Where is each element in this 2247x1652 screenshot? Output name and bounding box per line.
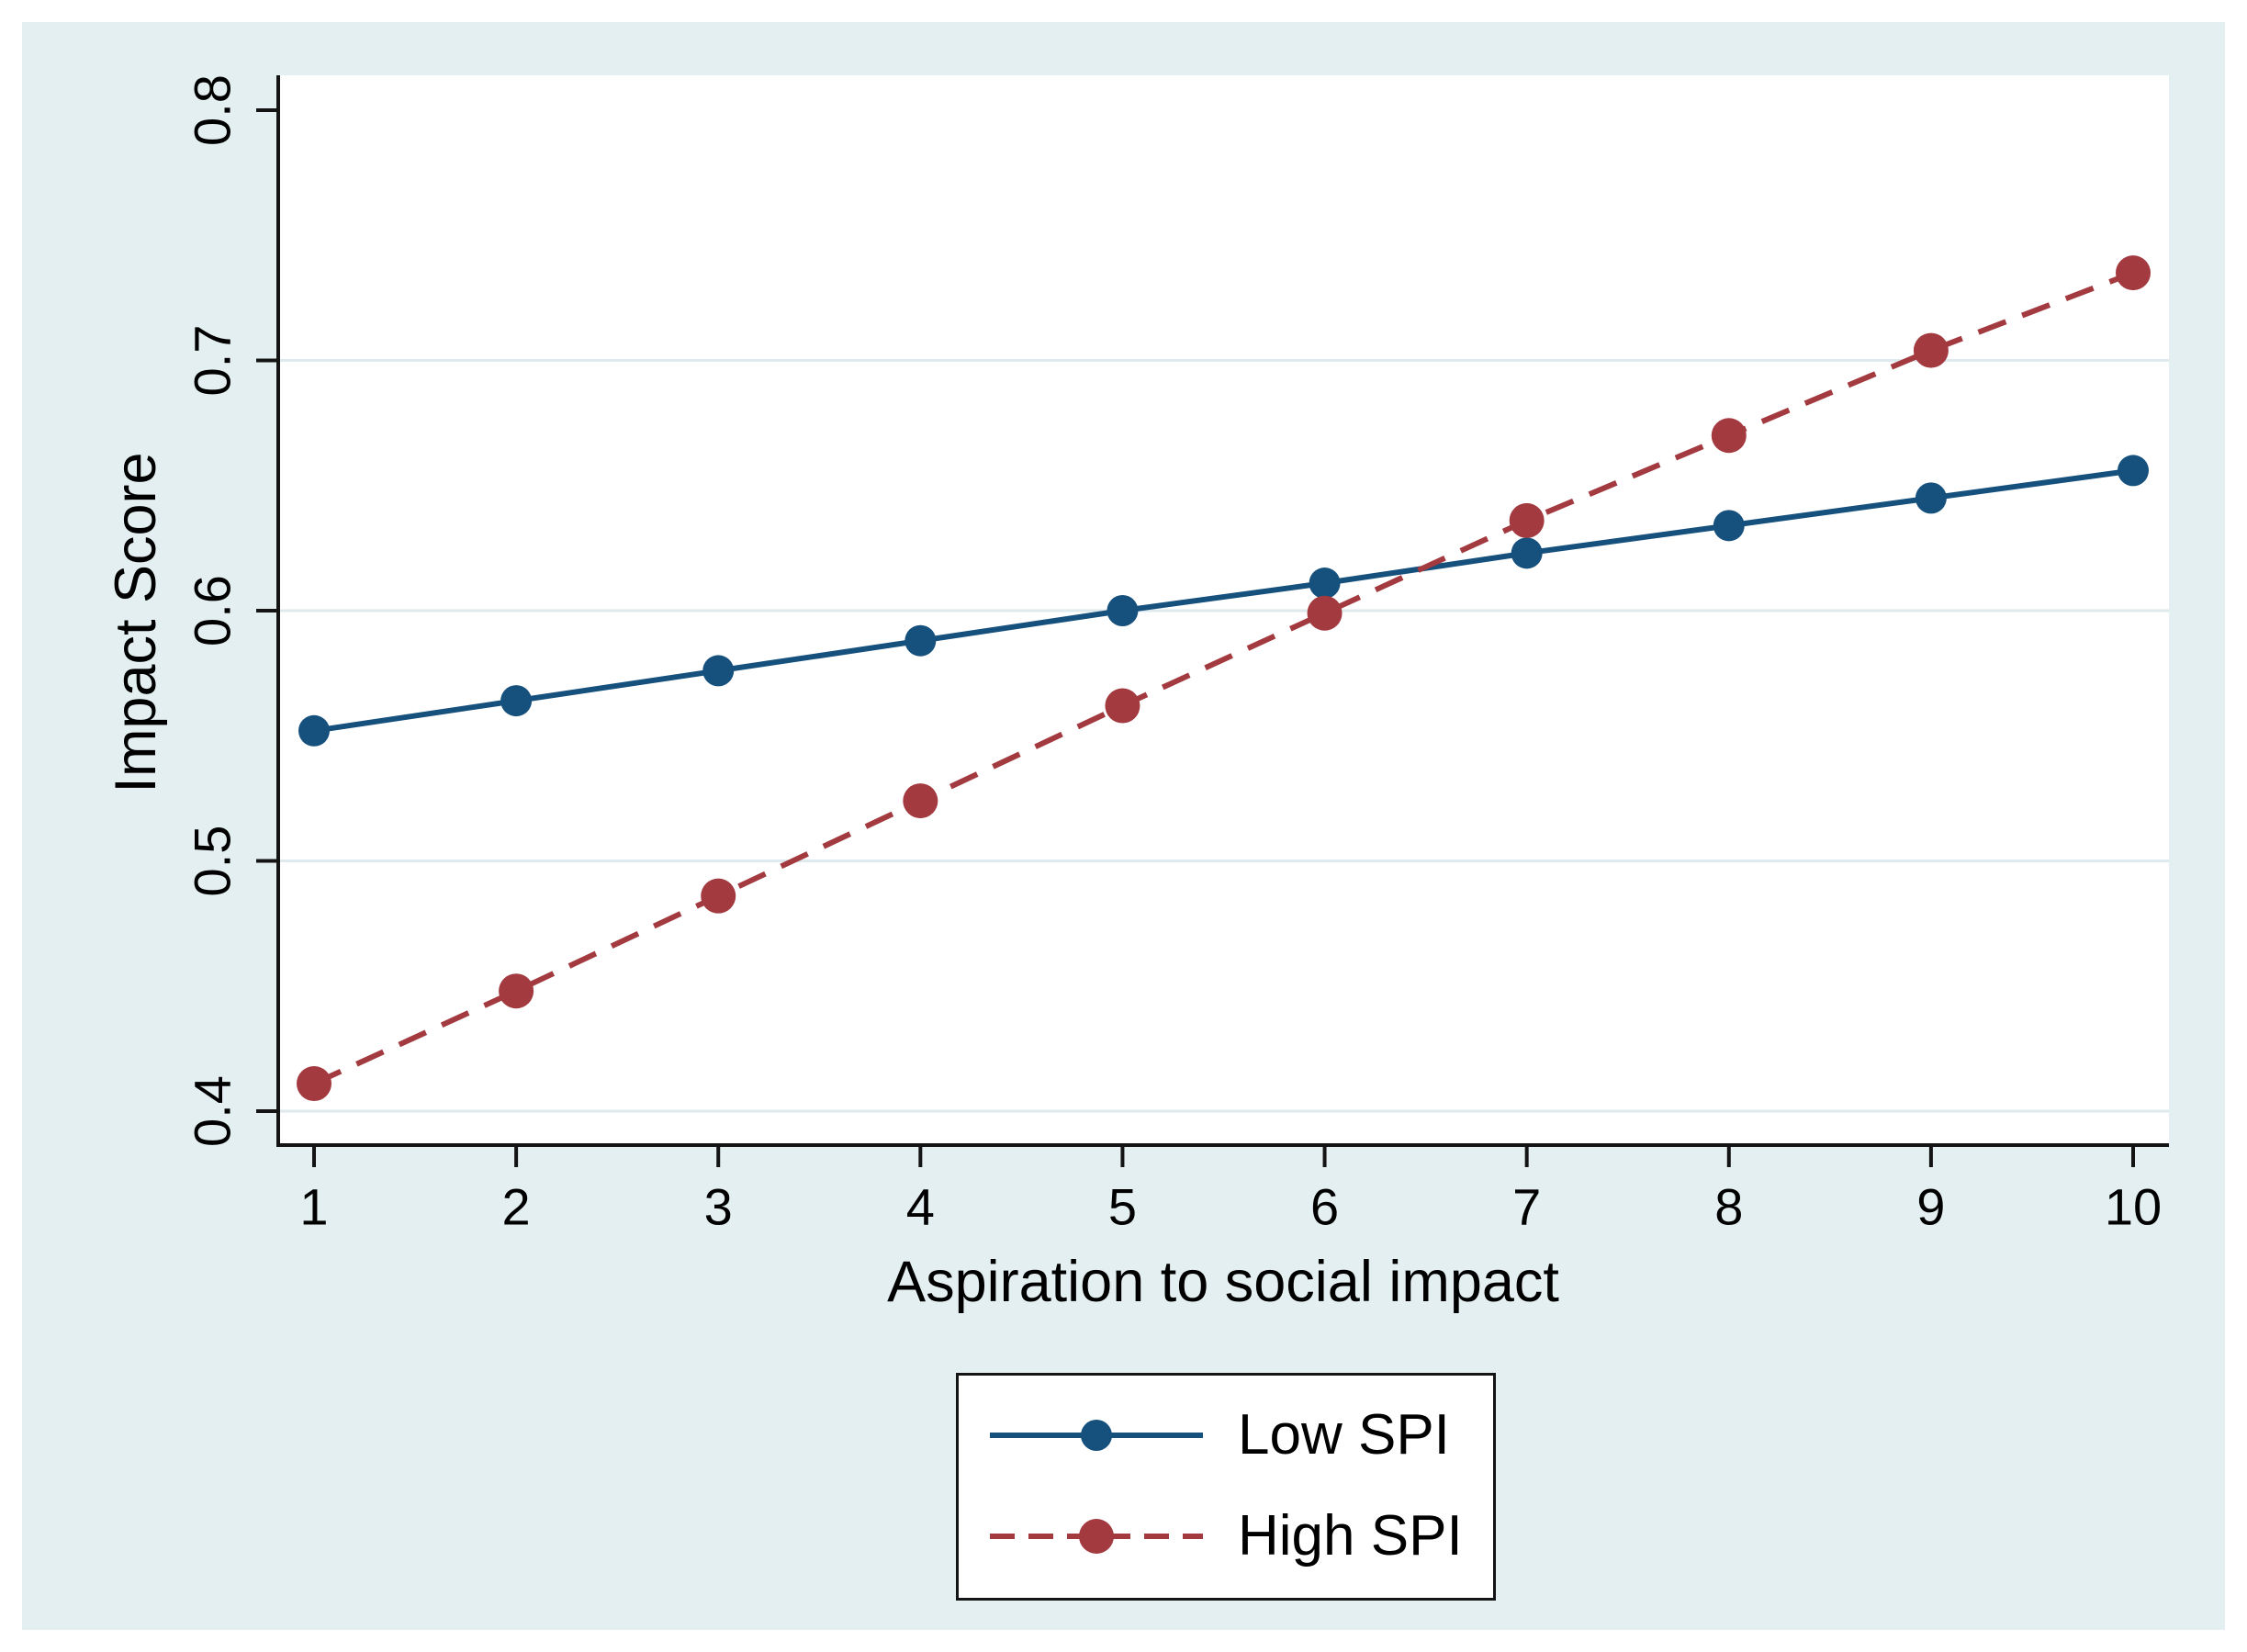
y-tick-label: 0.8 [184, 74, 242, 146]
x-tick-label: 2 [502, 1178, 531, 1236]
data-point-marker [1915, 482, 1947, 514]
data-point-marker [1105, 688, 1140, 724]
x-tick-label: 9 [1916, 1178, 1945, 1236]
data-point-marker [702, 655, 735, 687]
data-point-marker [1511, 537, 1543, 569]
y-axis-title: Impact Score [104, 452, 168, 792]
legend-line-sample [990, 1519, 1203, 1554]
x-tick-label: 1 [299, 1178, 328, 1236]
x-tick-label: 4 [906, 1178, 935, 1236]
x-tick-label: 5 [1108, 1178, 1137, 1236]
data-point-marker [1309, 568, 1341, 600]
legend-label: Low SPI [1238, 1403, 1450, 1467]
series-line-low-spi [313, 467, 2134, 734]
data-point-marker [297, 1066, 331, 1102]
data-point-marker [1107, 595, 1139, 626]
axis-tick-labels: 0.8 0.7 0.6 0.5 0.4 1 2 3 4 5 6 7 8 9 10 [184, 74, 2163, 1235]
legend-item: Low SPI [990, 1385, 1493, 1486]
axis-ticks [256, 108, 2135, 1167]
series-low-spi [298, 455, 2149, 747]
data-point-marker [2118, 455, 2149, 487]
data-point-marker [298, 714, 330, 747]
data-point-marker [904, 624, 937, 657]
data-point-marker [701, 878, 736, 914]
legend: Low SPI High SPI [956, 1373, 1496, 1601]
y-tick-label: 0.5 [184, 826, 242, 897]
legend-label: High SPI [1238, 1504, 1463, 1568]
data-point-marker [1307, 595, 1343, 631]
series-high-spi [297, 255, 2151, 1102]
legend-line-sample [990, 1420, 1203, 1451]
data-point-marker [1713, 510, 1745, 542]
data-point-marker [2116, 255, 2151, 291]
x-axis-title: Aspiration to social impact [887, 1250, 1559, 1314]
x-tick-label: 7 [1512, 1178, 1541, 1236]
y-tick-label: 0.4 [184, 1075, 242, 1147]
x-tick-label: 10 [2105, 1178, 2162, 1236]
gridlines [278, 359, 2169, 1113]
series-line-high-spi [312, 270, 2135, 1086]
data-point-marker [1711, 418, 1747, 454]
legend-marker-dot [1079, 1519, 1114, 1554]
y-tick-label: 0.6 [184, 575, 242, 646]
data-point-marker [499, 973, 534, 1009]
data-point-marker [1509, 502, 1545, 538]
data-point-marker [1913, 332, 1949, 368]
data-series [297, 255, 2151, 1102]
y-tick-label: 0.7 [184, 325, 242, 397]
x-tick-label: 6 [1310, 1178, 1339, 1236]
legend-marker-dot [1081, 1420, 1112, 1451]
data-point-marker [500, 685, 533, 717]
legend-item: High SPI [990, 1486, 1493, 1587]
x-tick-label: 8 [1714, 1178, 1743, 1236]
data-point-marker [903, 783, 938, 819]
x-tick-label: 3 [704, 1178, 733, 1236]
